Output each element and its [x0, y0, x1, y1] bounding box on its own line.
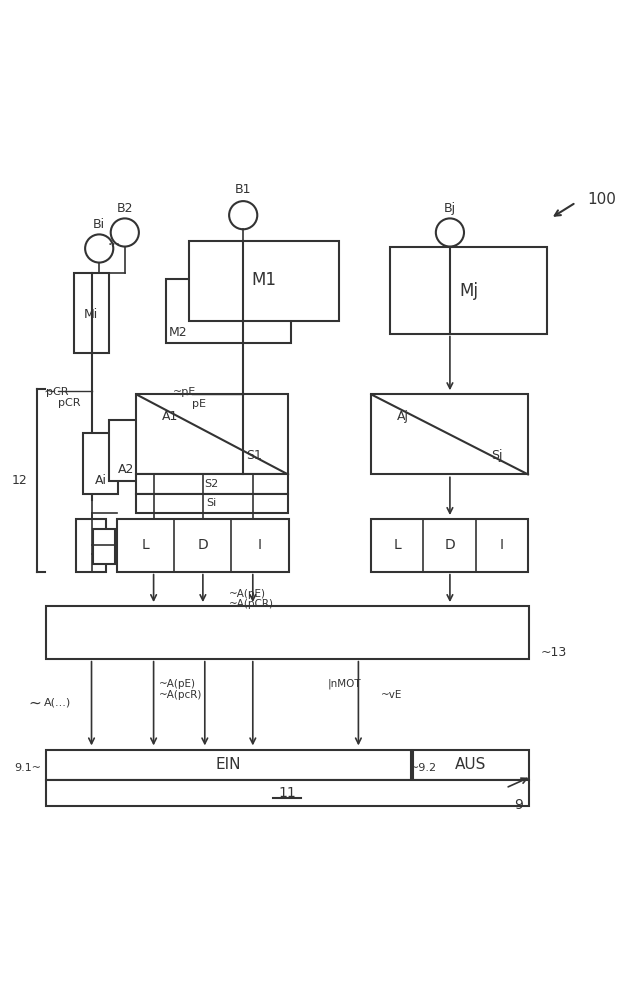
Text: EIN: EIN: [216, 757, 241, 772]
FancyBboxPatch shape: [83, 433, 118, 494]
Text: AUS: AUS: [455, 757, 487, 772]
FancyBboxPatch shape: [93, 529, 115, 564]
FancyBboxPatch shape: [74, 273, 109, 353]
FancyBboxPatch shape: [136, 494, 288, 513]
FancyBboxPatch shape: [46, 780, 529, 806]
Text: ...: ...: [108, 234, 120, 248]
Text: I: I: [500, 538, 504, 552]
Text: 11: 11: [278, 786, 296, 800]
Text: ~: ~: [28, 695, 41, 710]
Text: ~A(pE): ~A(pE): [159, 679, 196, 689]
Text: I: I: [258, 538, 262, 552]
Text: A1: A1: [162, 410, 179, 423]
Text: ~13: ~13: [541, 646, 567, 659]
Text: 9.1~: 9.1~: [15, 763, 42, 773]
Text: D: D: [198, 538, 208, 552]
Text: ~pE: ~pE: [173, 387, 196, 397]
FancyBboxPatch shape: [136, 474, 288, 494]
FancyBboxPatch shape: [136, 394, 288, 474]
Text: pE: pE: [192, 399, 206, 409]
FancyBboxPatch shape: [189, 241, 339, 321]
Text: Bj: Bj: [444, 202, 456, 215]
Text: 100: 100: [588, 192, 616, 207]
Text: ~A(pE): ~A(pE): [229, 589, 266, 599]
Text: |nMOT: |nMOT: [328, 678, 362, 689]
FancyBboxPatch shape: [166, 279, 291, 343]
Text: ~9.2: ~9.2: [410, 763, 436, 773]
Text: Si: Si: [207, 498, 217, 508]
FancyBboxPatch shape: [76, 519, 106, 572]
FancyBboxPatch shape: [413, 750, 529, 780]
Text: L: L: [394, 538, 401, 552]
Text: B2: B2: [116, 202, 133, 215]
Text: 12: 12: [12, 474, 28, 487]
Text: Sj: Sj: [491, 449, 502, 462]
Text: pCR: pCR: [58, 398, 80, 408]
FancyBboxPatch shape: [46, 606, 529, 659]
Text: M1: M1: [252, 271, 276, 289]
Text: A(...): A(...): [44, 698, 71, 708]
FancyBboxPatch shape: [109, 420, 144, 481]
Text: ~A(pCR): ~A(pCR): [229, 599, 274, 609]
FancyBboxPatch shape: [371, 394, 528, 474]
Text: S2: S2: [205, 479, 219, 489]
Text: Bi: Bi: [93, 218, 105, 231]
Text: Mi: Mi: [84, 308, 99, 321]
Text: ~vE: ~vE: [381, 690, 402, 700]
Text: S1: S1: [246, 449, 262, 462]
Text: 9: 9: [514, 798, 523, 812]
Text: D: D: [444, 538, 455, 552]
Text: ~A(pcR): ~A(pcR): [159, 690, 202, 700]
FancyBboxPatch shape: [117, 519, 289, 572]
FancyBboxPatch shape: [390, 247, 547, 334]
FancyBboxPatch shape: [371, 519, 528, 572]
Text: L: L: [142, 538, 150, 552]
Text: pCR: pCR: [46, 387, 68, 397]
Text: A2: A2: [118, 463, 134, 476]
FancyBboxPatch shape: [46, 750, 411, 780]
Text: Mj: Mj: [460, 282, 478, 300]
Text: ~: ~: [44, 384, 56, 399]
Text: Aj: Aj: [397, 410, 409, 423]
Text: ~: ~: [178, 387, 191, 402]
Text: B1: B1: [235, 183, 252, 196]
Text: M2: M2: [168, 326, 187, 339]
Text: Ai: Ai: [95, 474, 107, 487]
